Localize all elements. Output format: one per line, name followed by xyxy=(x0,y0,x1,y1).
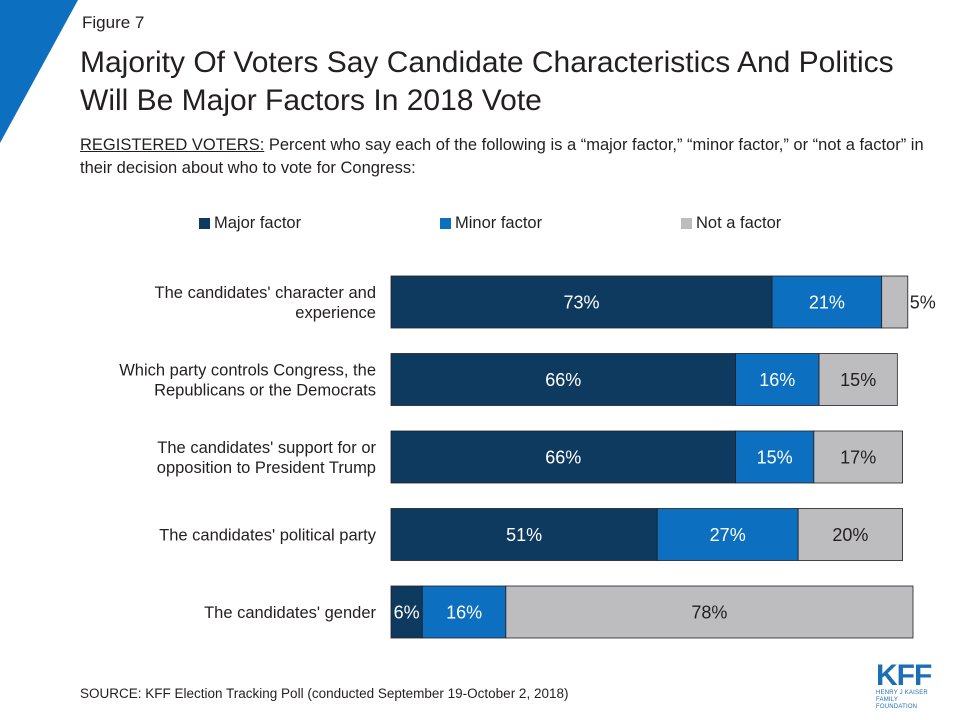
data-label-major-factor: 51% xyxy=(506,525,542,545)
kff-logo: KFF HENRY J KAISER FAMILY FOUNDATION xyxy=(876,659,938,712)
legend-swatch-minor xyxy=(440,218,451,229)
data-label-not-a-factor: 15% xyxy=(840,370,876,390)
category-label: Which party controls Congress, the Republ… xyxy=(119,362,376,400)
logo-subtext-1: HENRY J KAISER xyxy=(876,690,928,696)
data-label-not-a-factor: 17% xyxy=(840,448,876,468)
chart-subtitle: REGISTERED VOTERS: Percent who say each … xyxy=(80,134,930,180)
legend-label-major: Major factor xyxy=(214,214,302,232)
bar-segment-not-a-factor xyxy=(813,430,903,484)
subtitle-text: Percent who say each of the following is… xyxy=(80,136,924,177)
legend-item-major: Major factor xyxy=(199,214,301,233)
source-note: SOURCE: KFF Election Tracking Poll (cond… xyxy=(80,686,569,701)
data-label-minor-factor: 21% xyxy=(809,293,845,313)
bar-segment-not-a-factor xyxy=(797,508,903,561)
bar-segment-major-factor xyxy=(390,353,736,406)
data-label-major-factor: 66% xyxy=(545,448,581,468)
legend-item-not: Not a factor xyxy=(681,214,781,233)
category-label: The candidates' gender xyxy=(204,604,376,622)
bar-segment-minor-factor xyxy=(656,508,799,561)
bar-segment-major-factor xyxy=(390,585,423,639)
data-label-not-a-factor: 78% xyxy=(691,603,727,623)
data-label-minor-factor: 27% xyxy=(710,525,746,545)
data-label-not-a-factor: 20% xyxy=(832,525,868,545)
bar-segment-major-factor xyxy=(390,508,658,561)
data-label-minor-factor: 16% xyxy=(759,370,795,390)
data-label-minor-factor: 16% xyxy=(446,603,482,623)
bar-segment-minor-factor xyxy=(771,275,883,329)
category-label: The candidates' character and experience xyxy=(155,284,376,322)
data-label-major-factor: 73% xyxy=(564,293,600,313)
category-label: The candidates' support for or opposition… xyxy=(157,439,377,477)
data-label-minor-factor: 15% xyxy=(757,448,793,468)
legend: Major factor Minor factor Not a factor xyxy=(0,214,960,236)
data-label-not-a-factor: 5% xyxy=(910,293,936,313)
legend-label-minor: Minor factor xyxy=(455,214,543,232)
bar-segment-minor-factor xyxy=(421,585,507,639)
data-label-major-factor: 6% xyxy=(394,603,420,623)
legend-item-minor: Minor factor xyxy=(440,214,542,233)
bar-segment-not-a-factor xyxy=(505,585,914,639)
category-label: The candidates' political party xyxy=(159,527,377,545)
logo-text: KFF xyxy=(876,659,932,692)
data-label-major-factor: 66% xyxy=(545,370,581,390)
logo-subtext-2: FAMILY FOUNDATION xyxy=(876,697,918,710)
legend-swatch-not xyxy=(681,218,692,229)
bar-segment-not-a-factor xyxy=(881,275,909,329)
legend-label-not: Not a factor xyxy=(696,214,782,232)
legend-swatch-major xyxy=(199,218,210,229)
figure-label: Figure 7 xyxy=(82,13,145,32)
bar-segment-major-factor xyxy=(390,275,773,329)
subtitle-lead: REGISTERED VOTERS: xyxy=(80,136,265,154)
bar-segment-not-a-factor xyxy=(818,353,898,406)
bar-segment-major-factor xyxy=(390,430,736,484)
chart-title: Majority Of Voters Say Candidate Charact… xyxy=(80,46,894,117)
